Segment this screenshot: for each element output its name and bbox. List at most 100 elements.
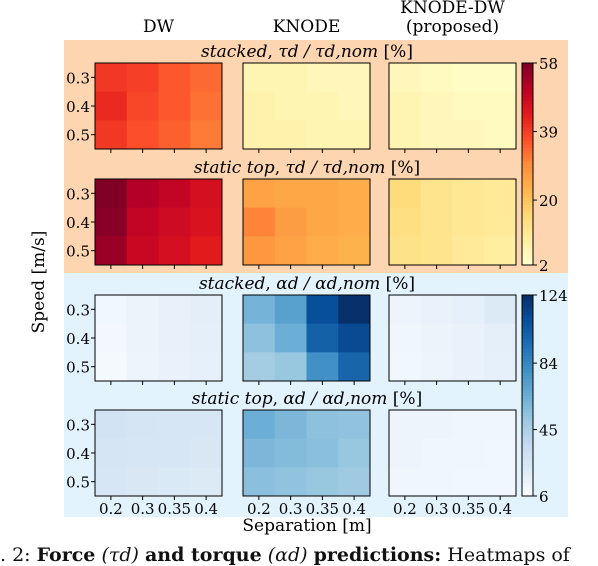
heatmap-cell-0-0-1-0 xyxy=(95,91,128,121)
heatmap-cell-3-2-0-3 xyxy=(484,410,517,440)
colorbar-segment-0-24 xyxy=(522,180,533,185)
heatmap-cell-3-2-2-2 xyxy=(452,467,485,497)
colorbar-segment-1-20 xyxy=(522,425,533,430)
x-tick-label-0-0: 0.2 xyxy=(99,500,123,518)
heatmap-cell-0-1-2-3 xyxy=(338,120,371,150)
heatmap-cell-2-0-2-3 xyxy=(190,352,223,382)
row-title-unit-3: [%] xyxy=(387,389,422,409)
heatmap-cell-3-2-2-3 xyxy=(484,467,517,497)
heatmap-cell-3-0-0-0 xyxy=(95,410,128,440)
row-title-math-1: τd / τd,nom xyxy=(286,158,386,178)
row-title-math-3: αd / αd,nom xyxy=(283,389,387,409)
heatmap-cell-3-1-0-3 xyxy=(338,410,371,440)
row-title-math-2: αd / αd,nom xyxy=(276,274,380,294)
heatmap-cell-3-1-0-0 xyxy=(243,410,276,440)
heatmap-cell-2-1-1-0 xyxy=(243,323,276,353)
panel-frame-2-2 xyxy=(388,294,517,382)
colorbar-segment-0-36 xyxy=(522,140,533,145)
colorbar-segment-1-45 xyxy=(522,341,533,346)
heatmap-cell-1-0-0-0 xyxy=(95,179,128,209)
heatmap-cell-1-0-1-1 xyxy=(126,207,159,237)
row-title-sep-3: , xyxy=(273,389,284,409)
heatmap-panels xyxy=(94,62,517,497)
colorbar-segment-1-48 xyxy=(522,331,533,336)
x-tick-label-1-3: 0.4 xyxy=(342,500,366,518)
heatmap-cell-2-2-1-2 xyxy=(452,323,485,353)
colorbar-segment-1-29 xyxy=(522,395,533,400)
colorbar-segment-1-55 xyxy=(522,308,533,313)
colorbar-tick-label-1-0: 124 xyxy=(539,287,568,305)
heatmap-cell-2-1-0-0 xyxy=(243,295,276,325)
heatmap-cell-1-1-2-3 xyxy=(338,236,371,266)
colorbar-segment-1-23 xyxy=(522,415,533,420)
heatmap-cell-2-0-1-1 xyxy=(126,323,159,353)
heatmap-cell-1-2-0-1 xyxy=(420,179,453,209)
column-title-2-line-0: KNODE-DW xyxy=(400,0,505,18)
panel-frame-2-1 xyxy=(242,294,371,382)
heatmap-cell-3-0-1-2 xyxy=(158,438,191,468)
heatmap-cell-3-2-2-0 xyxy=(389,467,422,497)
colorbars: 58 39 20 2 124 84 45 6 xyxy=(521,55,568,506)
colorbar-segment-1-26 xyxy=(522,405,533,410)
colorbar-segment-1-18 xyxy=(522,432,533,437)
row-title-math-0: τd / τd,nom xyxy=(278,42,378,62)
heatmap-cell-3-2-0-2 xyxy=(452,410,485,440)
x-tick-label-2-0: 0.2 xyxy=(393,500,417,518)
heatmap-cell-1-0-2-1 xyxy=(126,236,159,266)
heatmap-cell-0-0-0-3 xyxy=(190,63,223,93)
colorbar-segment-0-44 xyxy=(522,113,533,118)
heatmap-cell-1-1-1-3 xyxy=(338,207,371,237)
colorbar-segment-0-19 xyxy=(522,197,533,202)
colorbar-segment-1-47 xyxy=(522,335,533,340)
colorbar-segment-0-32 xyxy=(522,153,533,158)
heatmap-cell-0-1-2-0 xyxy=(243,120,276,150)
colorbar-segment-1-3 xyxy=(522,482,533,487)
heatmap-cell-2-1-0-3 xyxy=(338,295,371,325)
colorbar-segment-1-5 xyxy=(522,475,533,480)
colorbar-segment-0-54 xyxy=(522,79,533,84)
colorbar-segment-1-8 xyxy=(522,465,533,470)
x-tick-label-2-2: 0.35 xyxy=(452,500,485,518)
heatmap-cell-0-0-2-2 xyxy=(158,120,191,150)
colorbar-segment-0-53 xyxy=(522,83,533,88)
heatmap-cell-2-1-2-1 xyxy=(274,352,307,382)
row-title-2: stacked, αd / αd,nom [%] xyxy=(199,274,415,294)
colorbar-segment-1-11 xyxy=(522,455,533,460)
colorbar-segment-0-58 xyxy=(522,66,533,71)
heatmap-cell-2-0-2-2 xyxy=(158,352,191,382)
colorbar-segment-1-0 xyxy=(522,492,533,497)
heatmap-cell-2-2-0-3 xyxy=(484,295,517,325)
heatmap-cell-1-0-1-3 xyxy=(190,207,223,237)
heatmap-cell-0-1-1-0 xyxy=(243,91,276,121)
colorbar-segment-1-44 xyxy=(522,345,533,350)
heatmap-cell-1-2-1-2 xyxy=(452,207,485,237)
colorbar-segment-1-13 xyxy=(522,449,533,453)
colorbar-segment-0-14 xyxy=(522,214,533,219)
colorbar-segment-0-43 xyxy=(522,116,533,121)
colorbar-segment-1-40 xyxy=(522,358,533,363)
figure: DW KNODE KNODE-DW(proposed) stacked, τd / τ… xyxy=(29,0,568,536)
heatmap-cell-3-1-0-2 xyxy=(306,410,339,440)
y-tick-label-2-2: 0.5 xyxy=(66,359,90,377)
colorbar-segment-1-2 xyxy=(522,485,533,490)
x-tick-label-1-2: 0.35 xyxy=(306,500,339,518)
colorbar-segment-0-8 xyxy=(522,234,533,239)
caption-bold-and: and torque xyxy=(145,544,262,566)
colorbar-segment-0-9 xyxy=(522,231,533,236)
colorbar-segment-1-38 xyxy=(522,365,533,370)
colorbar-segment-1-39 xyxy=(522,362,533,366)
heatmap-cell-1-0-2-3 xyxy=(190,236,223,266)
y-tick-label-1-0: 0.3 xyxy=(66,185,90,203)
heatmap-cell-1-1-1-1 xyxy=(274,207,307,237)
heatmap-cell-3-1-2-2 xyxy=(306,467,339,497)
colorbar-segment-1-27 xyxy=(522,402,533,407)
colorbar-segment-0-55 xyxy=(522,76,533,81)
colorbar-segment-1-31 xyxy=(522,388,533,393)
row-title-italic-3: static top xyxy=(192,389,273,409)
x-tick-label-2-3: 0.4 xyxy=(488,500,512,518)
colorbar-segment-1-1 xyxy=(522,489,533,494)
colorbar-segment-1-25 xyxy=(522,408,533,413)
x-tick-label-1-1: 0.3 xyxy=(279,500,303,518)
heatmap-cell-1-0-2-2 xyxy=(158,236,191,266)
heatmap-cell-3-0-0-1 xyxy=(126,410,159,440)
